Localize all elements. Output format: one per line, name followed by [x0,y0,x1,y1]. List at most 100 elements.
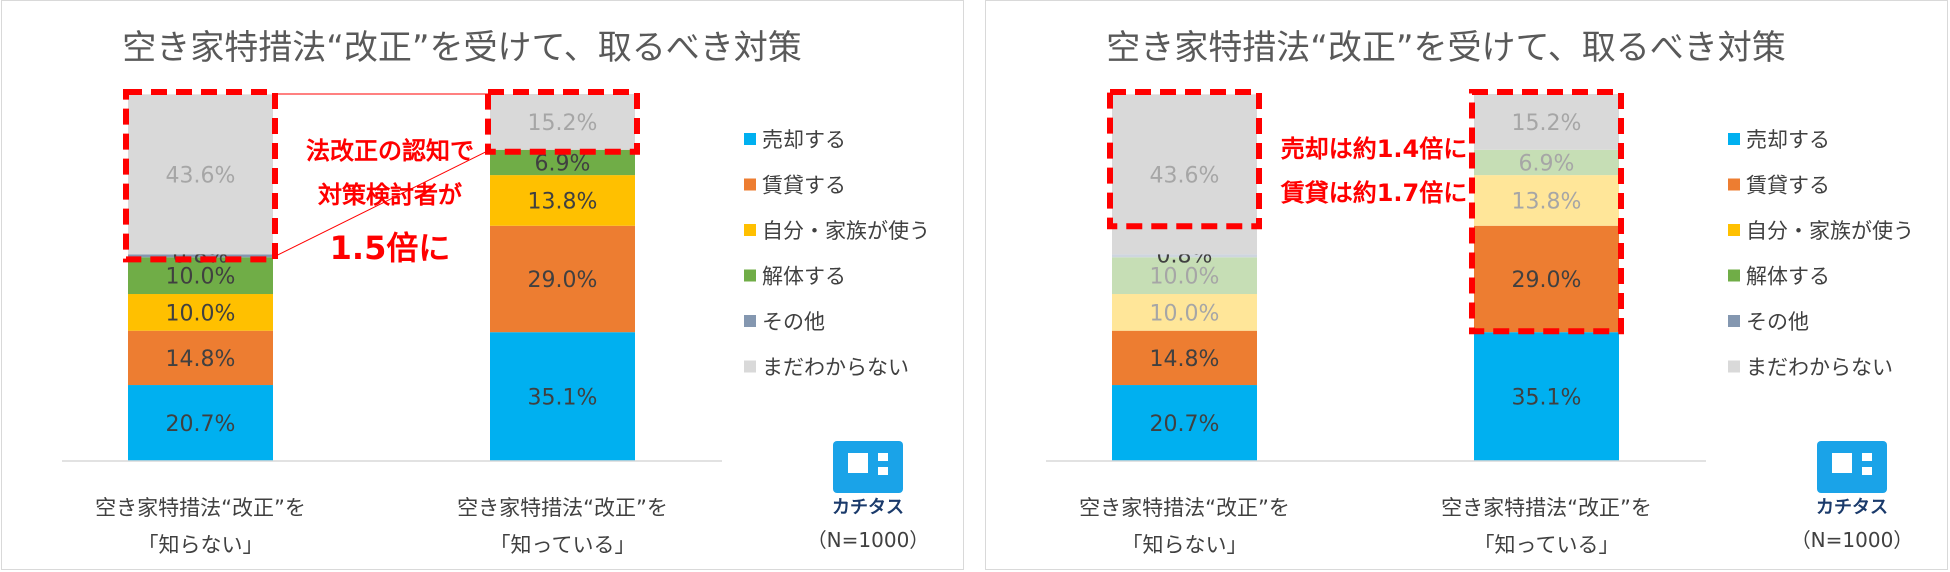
x-tick-label: 空き家特措法“改正”を [1079,496,1290,520]
legend-label: 賃貸する [1746,174,1830,198]
x-tick-label: 「知っている」 [490,533,636,557]
legend-swatch [744,133,756,145]
logo-mark-inner [1862,453,1872,461]
data-label: 10.0% [1150,265,1220,290]
katitas-logo [833,441,903,493]
legend-swatch [1728,224,1740,236]
legend-label: その他 [762,310,825,334]
x-tick-label: 「知らない」 [138,533,264,557]
bar-aware-series-5 [490,94,635,150]
katitas-logo [1817,441,1887,493]
legend-label: 自分・家族が使う [762,219,930,243]
legend-swatch [744,178,756,191]
connector-line [272,149,491,258]
data-label: 35.1% [1512,386,1582,411]
highlight-box-aware [1469,89,1624,335]
legend-swatch [1728,133,1740,145]
bar-unaware-series-1 [1112,330,1257,386]
legend-swatch [1728,269,1740,282]
annotation-line: 1.5倍に [330,229,451,267]
bar-unaware-series-5 [128,94,273,255]
logo-mark-inner [878,453,888,461]
bar-aware-series-2 [1474,175,1619,226]
data-label: 6.9% [535,151,591,176]
legend-label: 売却する [1746,128,1830,152]
data-label: 10.0% [166,265,236,290]
chart-panel-left: 空き家特措法“改正”を受けて、取るべき対策 20.7% 14.8% 10.0% 10.0… [1,0,964,570]
bar-unaware-series-3 [1112,257,1257,295]
legend-swatch [744,224,756,236]
logo-mark-inner [848,453,868,473]
logo-text: カチタス [1816,497,1888,518]
legend-label: 売却する [762,128,846,152]
legend-swatch [1728,178,1740,191]
data-label: 43.6% [1150,163,1220,188]
data-label: 35.1% [528,386,598,411]
highlight-box-unaware [1107,89,1262,230]
legend-swatch [1728,360,1740,373]
legend-label: まだわからない [1746,356,1893,380]
data-label: 15.2% [1512,111,1582,136]
legend-label: 解体する [1746,265,1830,289]
data-label: 13.8% [528,189,598,214]
sample-size-note: （N=1000） [1791,528,1914,552]
bar-aware-series-3 [1474,149,1619,176]
data-label: 14.8% [1150,347,1220,372]
chart-title: 空き家特措法“改正”を受けて、取るべき対策 [1106,28,1786,68]
legend-label: 自分・家族が使う [1746,219,1914,243]
x-tick-label: 空き家特措法“改正”を [457,496,668,520]
annotation-line: 売却は約1.4倍に [1281,135,1468,163]
bar-aware-series-0 [490,332,635,461]
bar-unaware-series-3 [128,257,273,295]
bar-aware-series-5 [1474,94,1619,150]
legend-swatch [744,269,756,282]
data-label: 14.8% [166,347,236,372]
legend-swatch [1728,315,1740,327]
annotation-line: 法改正の認知で [306,137,474,165]
stacked-bar-chart-left: 空き家特措法“改正”を受けて、取るべき対策 20.7% 14.8% 10.0% 10.0… [62,28,930,557]
logo-mark-inner [1862,467,1872,475]
bar-unaware-series-2 [128,294,273,331]
bar-unaware-series-0 [128,385,273,461]
bar-unaware-series-4 [1112,254,1257,258]
legend-label: 解体する [762,265,846,289]
logo-text: カチタス [832,497,904,518]
logo-mark-inner [878,467,888,475]
x-tick-label: 「知っている」 [1474,533,1620,557]
chart-title: 空き家特措法“改正”を受けて、取るべき対策 [122,28,802,68]
x-tick-label: 空き家特措法“改正”を [95,496,306,520]
data-label: 13.8% [1512,189,1582,214]
data-label: 29.0% [1512,268,1582,293]
data-label: 15.2% [528,111,598,136]
data-label: 6.9% [1519,151,1575,176]
annotation-line: 対策検討者が [318,181,462,209]
logo-mark-inner [1832,453,1852,473]
bar-unaware-series-4 [128,254,273,258]
legend-label: 賃貸する [762,174,846,198]
legend-swatch [744,360,756,373]
legend-label: まだわからない [762,356,909,380]
highlight-box-aware [485,89,640,155]
legend-label: その他 [1746,310,1809,334]
data-label: 29.0% [528,268,598,293]
annotation-line: 賃貸は約1.7倍に [1280,179,1468,207]
data-label: 20.7% [166,412,236,437]
chart-panel-right: 空き家特措法“改正”を受けて、取るべき対策 20.7% 14.8% 10.0% 10.0… [985,0,1948,570]
x-tick-label: 空き家特措法“改正”を [1441,496,1652,520]
sample-size-note: （N=1000） [807,528,930,552]
stacked-bar-chart-right: 空き家特措法“改正”を受けて、取るべき対策 20.7% 14.8% 10.0% 10.0… [1046,28,1914,557]
legend-swatch [744,315,756,327]
bar-aware-series-0 [1474,332,1619,461]
x-tick-label: 「知らない」 [1122,533,1248,557]
bar-aware-series-2 [490,175,635,226]
data-label: 20.7% [1150,412,1220,437]
bar-unaware-series-1 [128,330,273,386]
bar-aware-series-1 [490,225,635,333]
data-label: 43.6% [166,163,236,188]
data-label: 10.0% [1150,301,1220,326]
bar-unaware-series-0 [1112,385,1257,461]
bar-aware-series-1 [1474,225,1619,333]
highlight-box-unaware [123,89,278,263]
bar-unaware-series-2 [1112,294,1257,331]
data-label: 10.0% [166,301,236,326]
